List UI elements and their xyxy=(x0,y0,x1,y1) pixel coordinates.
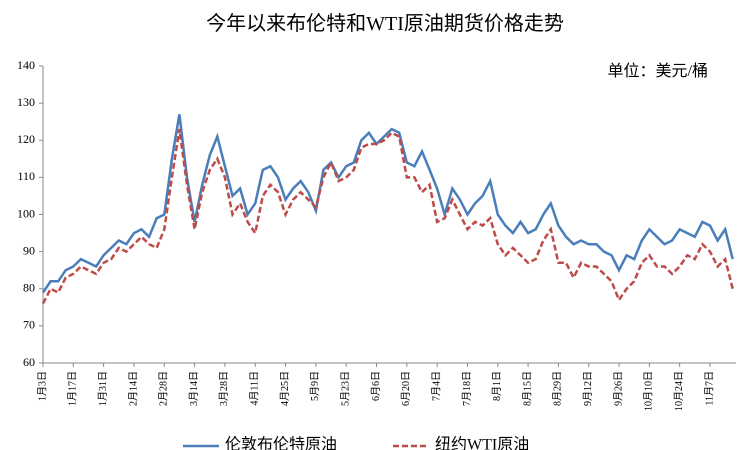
x-tick-label: 2月14日 xyxy=(127,371,139,406)
x-tick-label: 4月11日 xyxy=(249,371,261,406)
x-tick-label: 3月14日 xyxy=(188,371,200,406)
y-tick-label: 60 xyxy=(23,355,35,369)
unit-label: 单位：美元/桶 xyxy=(608,62,708,80)
x-tick-label: 9月12日 xyxy=(582,371,594,406)
y-tick-label: 70 xyxy=(23,318,35,332)
x-tick-label: 2月28日 xyxy=(158,371,170,406)
y-tick-label: 130 xyxy=(17,95,35,109)
legend-label: 纽约WTI原油 xyxy=(435,436,529,450)
x-tick-label: 4月25日 xyxy=(279,371,291,406)
line-series xyxy=(41,114,734,294)
x-tick-label: 9月26日 xyxy=(612,371,624,406)
line-series xyxy=(41,128,734,305)
x-tick-label: 1月31日 xyxy=(97,371,109,406)
x-tick-label: 8月29日 xyxy=(552,371,564,406)
x-tick-label: 8月1日 xyxy=(491,371,503,401)
x-tick-label: 10月10日 xyxy=(643,371,655,411)
y-tick-label: 80 xyxy=(23,281,35,295)
x-tick-label: 5月23日 xyxy=(339,371,351,406)
x-tick-label: 8月15日 xyxy=(521,371,533,406)
x-tick-label: 10月24日 xyxy=(673,371,685,411)
x-tick-label: 6月20日 xyxy=(400,371,412,406)
x-tick-label: 7月4日 xyxy=(430,371,442,401)
x-tick-label: 6月6日 xyxy=(370,371,382,401)
y-tick-label: 110 xyxy=(17,169,35,183)
y-tick-label: 100 xyxy=(17,206,35,220)
chart-title: 今年以来布伦特和WTI原油期货价格走势 xyxy=(206,12,564,35)
x-tick-label: 1月3日 xyxy=(36,371,48,401)
x-tick-label: 11月7日 xyxy=(703,371,715,406)
x-tick-label: 1月17日 xyxy=(67,371,79,406)
x-tick-label: 3月28日 xyxy=(218,371,230,406)
y-tick-label: 90 xyxy=(23,243,35,257)
y-tick-label: 120 xyxy=(17,132,35,146)
x-tick-label: 5月9日 xyxy=(309,371,321,401)
legend-label: 伦敦布伦特原油 xyxy=(225,436,337,450)
y-tick-label: 140 xyxy=(17,58,35,72)
x-tick-label: 7月18日 xyxy=(461,371,473,406)
